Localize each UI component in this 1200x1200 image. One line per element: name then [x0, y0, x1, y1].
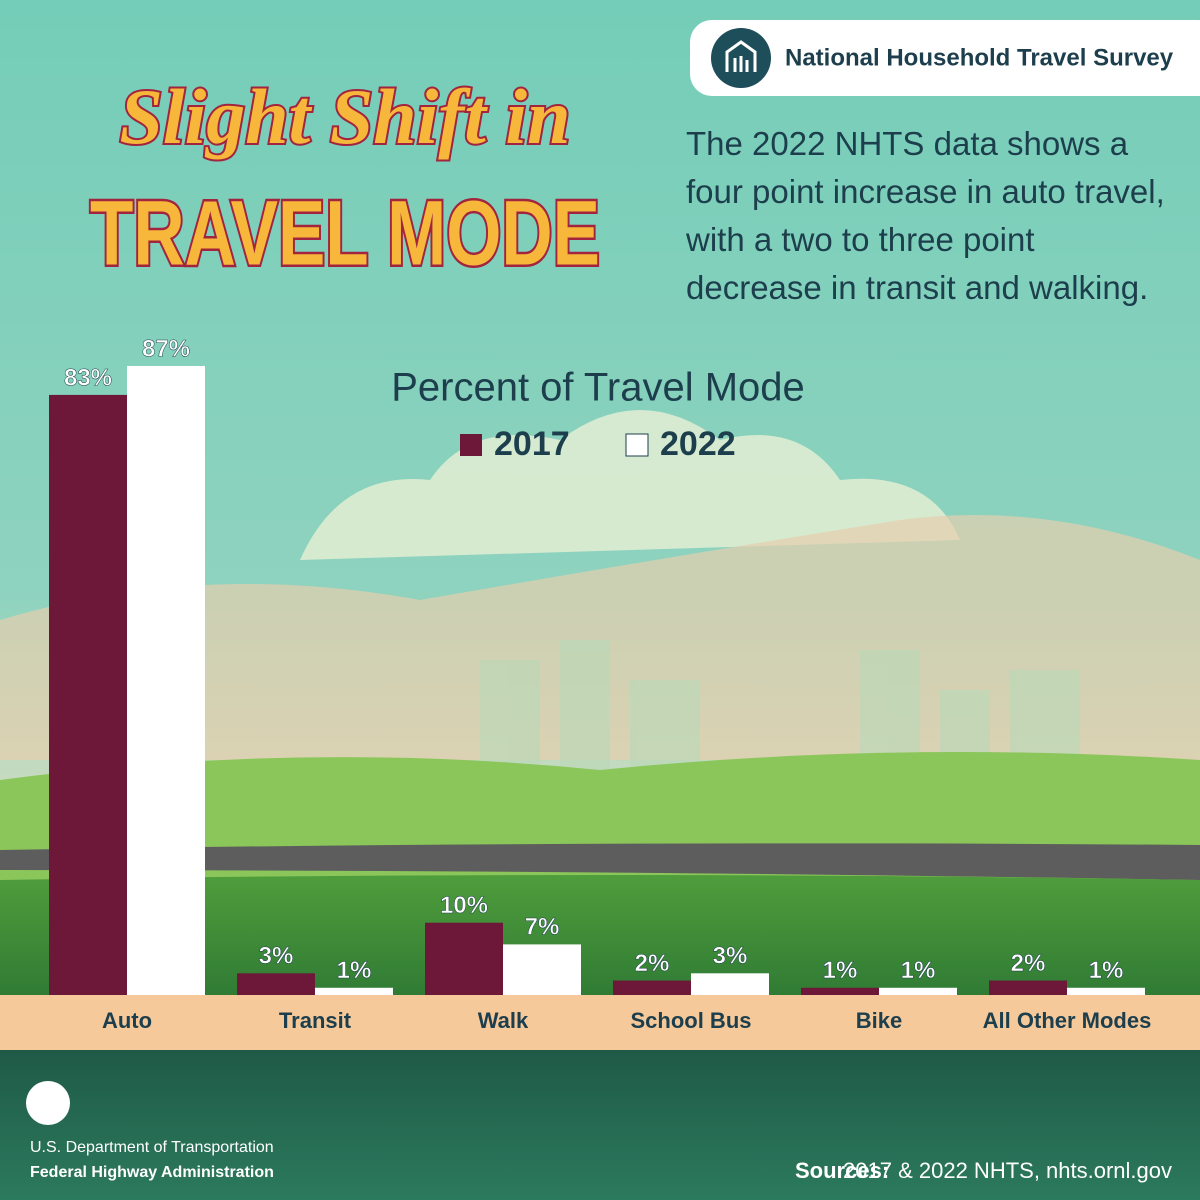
legend-label: 2017: [494, 425, 570, 463]
value-label: 2%: [635, 950, 670, 977]
bar: [691, 973, 769, 995]
bar: [879, 987, 957, 995]
legend-swatch: [460, 434, 482, 456]
headline-2: TRAVEL MODE: [90, 182, 600, 284]
value-label: 3%: [713, 943, 748, 970]
badge-icon: [725, 40, 757, 72]
x-tick-label: Auto: [102, 1008, 152, 1033]
bar: [613, 980, 691, 995]
x-tick-label: Walk: [478, 1008, 529, 1033]
value-label: 87%: [142, 335, 190, 362]
path: [0, 843, 1200, 880]
badge-text: National Household Travel Survey: [785, 44, 1174, 71]
x-tick-label: All Other Modes: [983, 1008, 1152, 1033]
x-tick-label: Transit: [279, 1008, 352, 1033]
bar: [315, 987, 393, 995]
value-label: 10%: [440, 892, 488, 919]
value-label: 1%: [823, 957, 858, 984]
bar: [503, 944, 581, 995]
headline-1: Slight Shift in: [120, 73, 571, 160]
value-label: 1%: [1089, 957, 1124, 984]
description: The 2022 NHTS data shows a four point in…: [686, 125, 1165, 306]
dot-logo: [26, 1081, 70, 1125]
sources-label: Sources:: [795, 1158, 889, 1183]
value-label: 2%: [1011, 950, 1046, 977]
x-tick-label: Bike: [856, 1008, 902, 1033]
bar: [49, 394, 127, 995]
legend-label: 2022: [660, 425, 736, 463]
chart-title: Percent of Travel Mode: [391, 366, 805, 410]
sources: 2017 & 2022 NHTS, nhts.ornl.gov: [843, 1158, 1172, 1183]
badge: [690, 20, 1200, 96]
grass: [0, 875, 1200, 1000]
administration: Federal Highway Administration: [30, 1164, 274, 1181]
value-label: 1%: [901, 957, 936, 984]
bar: [237, 973, 315, 995]
bar: [425, 922, 503, 995]
ground-strip: [0, 995, 1200, 1050]
value-label: 7%: [525, 914, 560, 941]
agency: U.S. Department of Transportation: [30, 1139, 274, 1156]
bar: [1067, 987, 1145, 995]
x-tick-label: School Bus: [630, 1008, 751, 1033]
bar: [127, 365, 205, 995]
footer-band: [0, 1050, 1200, 1200]
value-label: 1%: [337, 957, 372, 984]
legend-swatch: [625, 433, 649, 457]
value-label: 3%: [259, 943, 294, 970]
bar: [989, 980, 1067, 995]
value-label: 83%: [64, 364, 112, 391]
bar: [801, 987, 879, 995]
